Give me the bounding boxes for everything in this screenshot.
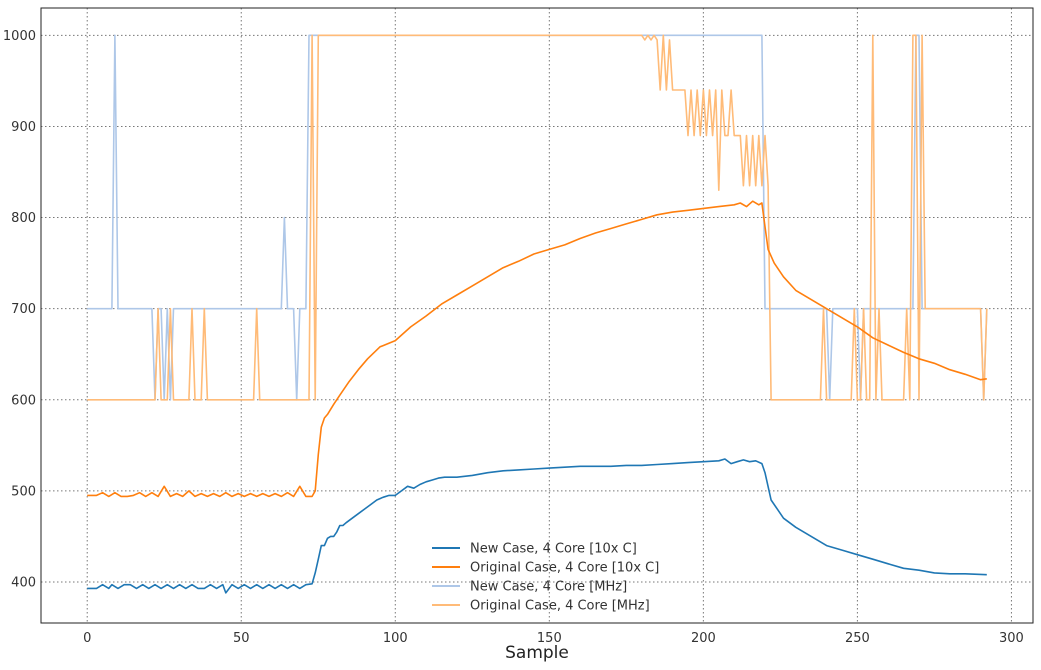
x-tick-label: 50 xyxy=(233,631,250,646)
y-tick-label: 1000 xyxy=(3,29,36,44)
series-line-4 xyxy=(87,34,988,401)
x-tick-label: 100 xyxy=(383,631,408,646)
x-axis-title: Sample xyxy=(505,643,569,663)
legend-label: Original Case, 4 Core [MHz] xyxy=(470,599,650,614)
series-line-1 xyxy=(87,458,987,594)
legend: New Case, 4 Core [10x C] Original Case, 4… xyxy=(432,542,659,614)
plot-area xyxy=(41,8,1033,623)
y-tick-label: 800 xyxy=(11,211,36,226)
legend-label: Original Case, 4 Core [10x C] xyxy=(470,561,659,576)
y-tick-label: 700 xyxy=(11,302,36,317)
y-tick-label: 500 xyxy=(11,484,36,499)
legend-label: New Case, 4 Core [MHz] xyxy=(470,580,627,595)
y-tick-label: 900 xyxy=(11,120,36,135)
tick-labels: 0 50 100 150 200 250 300 400 500 600 700 800 900 1000 xyxy=(3,29,1024,646)
y-tick-label: 400 xyxy=(11,576,36,591)
x-tick-label: 150 xyxy=(537,631,562,646)
x-tick-label: 250 xyxy=(845,631,870,646)
series-line-2 xyxy=(87,200,987,498)
x-tick-label: 0 xyxy=(83,631,91,646)
series-layer xyxy=(87,34,988,594)
plot-frame xyxy=(40,7,1034,624)
y-tick-label: 600 xyxy=(11,393,36,408)
x-tick-label: 200 xyxy=(691,631,716,646)
x-tick-label: 300 xyxy=(999,631,1024,646)
legend-label: New Case, 4 Core [10x C] xyxy=(470,542,637,557)
